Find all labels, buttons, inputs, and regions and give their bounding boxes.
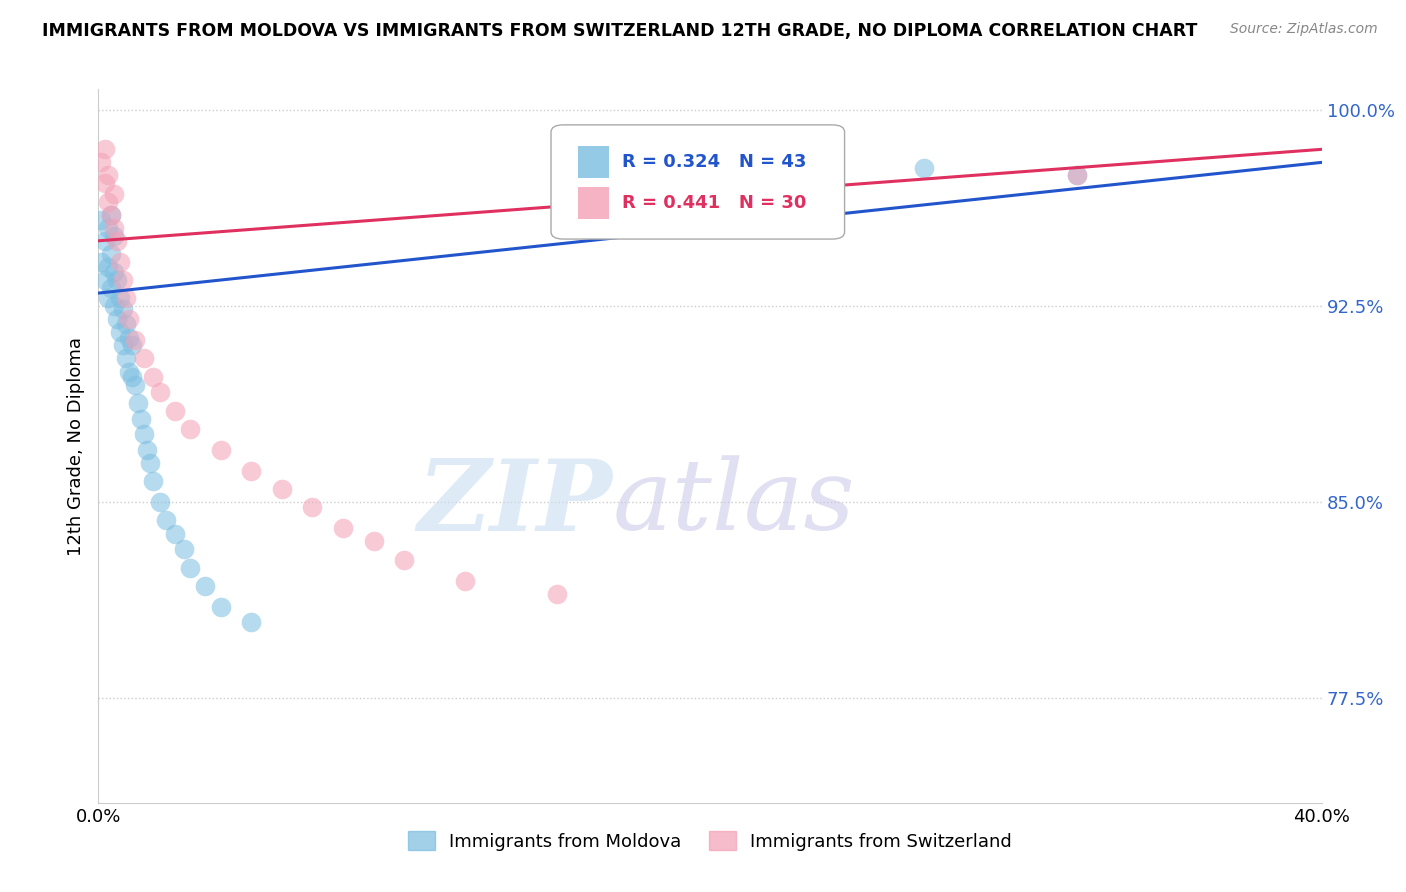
Immigrants from Moldova (90, 213, 112, 227)
Immigrants from Switzerland (546, 587, 568, 601)
Immigrants from Moldova (179, 560, 201, 574)
Immigrants from Switzerland (93, 142, 115, 156)
Immigrants from Moldova (118, 364, 141, 378)
Immigrants from Moldova (93, 234, 115, 248)
Text: Source: ZipAtlas.com: Source: ZipAtlas.com (1230, 22, 1378, 37)
Immigrants from Moldova (103, 299, 125, 313)
FancyBboxPatch shape (578, 146, 609, 178)
Immigrants from Switzerland (821, 186, 844, 201)
Immigrants from Moldova (115, 351, 138, 366)
Immigrants from Switzerland (240, 464, 263, 478)
Immigrants from Switzerland (392, 552, 416, 566)
Immigrants from Moldova (149, 495, 172, 509)
Immigrants from Moldova (111, 338, 134, 352)
Immigrants from Switzerland (332, 521, 354, 535)
Immigrants from Moldova (240, 615, 263, 630)
Immigrants from Switzerland (163, 403, 186, 417)
Immigrants from Switzerland (134, 351, 156, 366)
Immigrants from Switzerland (111, 273, 134, 287)
Immigrants from Switzerland (100, 208, 122, 222)
Immigrants from Moldova (173, 542, 195, 557)
Immigrants from Moldova (105, 312, 128, 326)
Immigrants from Moldova (129, 411, 152, 425)
Immigrants from Moldova (136, 442, 159, 457)
Immigrants from Moldova (90, 254, 112, 268)
Immigrants from Switzerland (142, 369, 165, 384)
Text: R = 0.441   N = 30: R = 0.441 N = 30 (621, 194, 806, 212)
Text: IMMIGRANTS FROM MOLDOVA VS IMMIGRANTS FROM SWITZERLAND 12TH GRADE, NO DIPLOMA CO: IMMIGRANTS FROM MOLDOVA VS IMMIGRANTS FR… (42, 22, 1198, 40)
Immigrants from Switzerland (90, 155, 112, 169)
Immigrants from Moldova (912, 161, 935, 175)
Immigrants from Moldova (103, 228, 125, 243)
Immigrants from Switzerland (115, 291, 138, 305)
Immigrants from Moldova (134, 427, 156, 442)
Immigrants from Switzerland (179, 422, 201, 436)
Legend: Immigrants from Moldova, Immigrants from Switzerland: Immigrants from Moldova, Immigrants from… (401, 824, 1019, 858)
Immigrants from Moldova (155, 514, 177, 528)
Immigrants from Switzerland (301, 500, 323, 515)
Immigrants from Moldova (103, 265, 125, 279)
Immigrants from Switzerland (103, 220, 125, 235)
Immigrants from Moldova (1066, 169, 1088, 183)
Immigrants from Moldova (121, 369, 143, 384)
Immigrants from Switzerland (103, 186, 125, 201)
Text: ZIP: ZIP (418, 455, 612, 551)
Immigrants from Moldova (668, 169, 690, 183)
Immigrants from Moldova (108, 291, 131, 305)
Immigrants from Moldova (194, 579, 217, 593)
Immigrants from Moldova (100, 247, 122, 261)
Immigrants from Switzerland (149, 385, 172, 400)
Immigrants from Switzerland (108, 254, 131, 268)
FancyBboxPatch shape (578, 187, 609, 219)
Immigrants from Moldova (209, 599, 232, 614)
Immigrants from Moldova (93, 273, 115, 287)
Immigrants from Moldova (100, 281, 122, 295)
Immigrants from Moldova (121, 338, 143, 352)
Immigrants from Switzerland (124, 333, 146, 347)
Immigrants from Switzerland (97, 194, 120, 209)
Immigrants from Moldova (111, 301, 134, 316)
Immigrants from Moldova (97, 220, 120, 235)
Text: atlas: atlas (612, 456, 855, 550)
Immigrants from Moldova (118, 330, 141, 344)
Immigrants from Switzerland (97, 169, 120, 183)
Immigrants from Switzerland (118, 312, 141, 326)
Immigrants from Switzerland (209, 442, 232, 457)
Immigrants from Moldova (97, 260, 120, 274)
Immigrants from Moldova (163, 526, 186, 541)
Y-axis label: 12th Grade, No Diploma: 12th Grade, No Diploma (66, 336, 84, 556)
Immigrants from Switzerland (105, 234, 128, 248)
Immigrants from Moldova (100, 208, 122, 222)
Immigrants from Moldova (97, 291, 120, 305)
Immigrants from Switzerland (1066, 169, 1088, 183)
Immigrants from Moldova (108, 326, 131, 340)
Immigrants from Moldova (127, 396, 149, 410)
Immigrants from Switzerland (363, 534, 385, 549)
Text: R = 0.324   N = 43: R = 0.324 N = 43 (621, 153, 806, 171)
Immigrants from Moldova (139, 456, 162, 470)
Immigrants from Switzerland (454, 574, 477, 588)
Immigrants from Moldova (142, 475, 165, 489)
Immigrants from Switzerland (270, 482, 292, 496)
Immigrants from Moldova (124, 377, 146, 392)
Immigrants from Switzerland (93, 176, 115, 190)
Immigrants from Moldova (115, 318, 138, 332)
Immigrants from Moldova (105, 273, 128, 287)
FancyBboxPatch shape (551, 125, 845, 239)
